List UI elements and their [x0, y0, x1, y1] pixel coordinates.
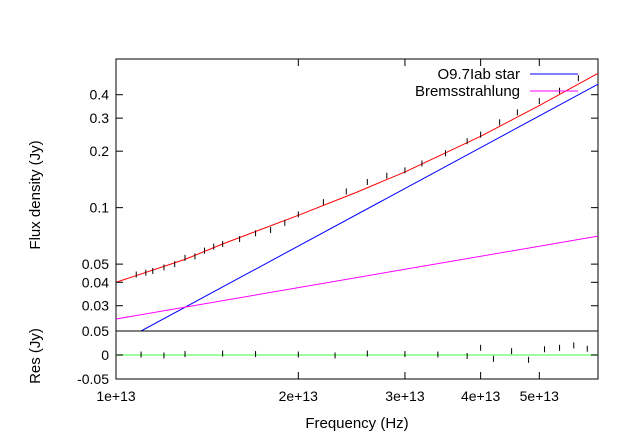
main-series-line-0: [140, 83, 598, 331]
main-y-tick-label: 0.04: [82, 274, 109, 290]
x-tick-label: 2e+13: [279, 388, 319, 404]
x-tick-label: 3e+13: [385, 388, 425, 404]
legend-label-star: O9.7Iab star: [437, 66, 520, 83]
legend-label-bremsstrahlung: Bremsstrahlung: [415, 83, 520, 100]
main-series-layer: [116, 72, 598, 331]
main-y-tick-label: 0.4: [90, 87, 110, 103]
main-y-axis-title: Flux density (Jy): [27, 140, 44, 249]
x-tick-label: 1e+13: [96, 388, 136, 404]
legend: O9.7Iab star Bremsstrahlung: [415, 66, 578, 100]
main-y-tick-label: 0.2: [90, 143, 110, 159]
main-plot-frame: [115, 58, 599, 332]
main-y-tick-label: 0.05: [82, 256, 109, 272]
residual-y-ticks: -0.05 0 0.05: [77, 323, 598, 387]
main-y-ticks: 0.03 0.04 0.05 0.1 0.2 0.3 0.4: [82, 87, 598, 314]
residual-y-tick-label: -0.05: [77, 371, 109, 387]
x-tick-label: 4e+13: [461, 388, 501, 404]
residual-y-axis-title: Res (Jy): [27, 328, 44, 384]
x-tick-label: 5e+13: [520, 388, 560, 404]
x-axis-title: Frequency (Hz): [305, 415, 408, 432]
main-y-tick-label: 0.03: [82, 298, 109, 314]
main-series-line-1: [116, 235, 598, 320]
residual-y-tick-label: 0: [101, 347, 109, 363]
main-y-tick-label: 0.3: [90, 110, 110, 126]
residual-series-layer: [116, 342, 598, 363]
residual-y-tick-label: 0.05: [82, 323, 109, 339]
main-y-tick-label: 0.1: [90, 200, 110, 216]
residual-x-ticks: 1e+13 2e+13 3e+13 4e+13 5e+13: [96, 59, 559, 404]
main-series-line-2: [116, 72, 598, 283]
